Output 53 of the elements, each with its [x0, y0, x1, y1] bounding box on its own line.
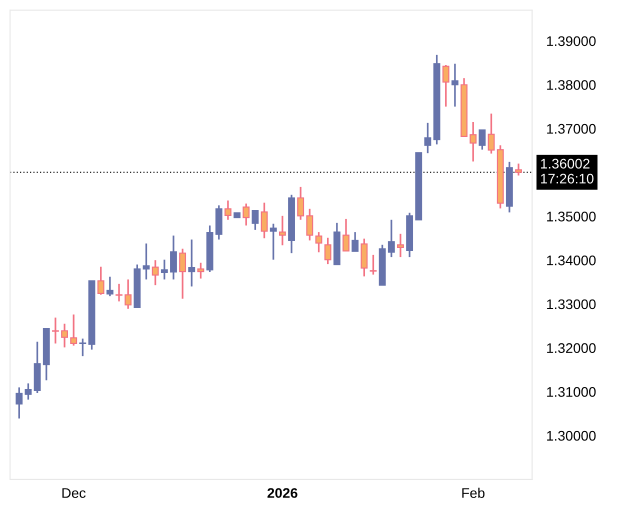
x-tick-label: Feb [462, 488, 484, 498]
y-tick-label: 1.31000 [547, 387, 596, 397]
y-tick-label: 1.32000 [547, 343, 596, 354]
candlestick [424, 122, 432, 154]
candlestick [260, 202, 268, 240]
ref-line-label: 1.36002 [541, 158, 590, 169]
candlestick [24, 382, 32, 400]
candlestick [324, 236, 332, 265]
candlestick [188, 238, 196, 288]
candlestick [397, 233, 404, 258]
candlestick [179, 248, 186, 300]
candlestick [16, 386, 23, 420]
y-tick-label: 1.39000 [547, 36, 596, 46]
candlestick [197, 262, 204, 280]
y-tick-label: 1.35000 [547, 212, 596, 222]
candlestick [297, 186, 304, 221]
candlestick [478, 129, 486, 150]
candlestick [106, 276, 114, 297]
y-tick-label: 1.30000 [547, 430, 596, 441]
candlestick [160, 258, 168, 280]
candlestick [152, 259, 159, 286]
candlestick [52, 316, 59, 344]
candlestick [142, 242, 150, 280]
candlestick [388, 218, 395, 258]
candlestick [116, 282, 122, 302]
candlestick [224, 200, 232, 221]
candlestick [342, 218, 350, 252]
x-tick-label: Dec [62, 488, 86, 498]
candlestick [70, 314, 78, 346]
y-tick-label: 1.34000 [547, 255, 596, 266]
candlestick [79, 338, 86, 358]
candlestick [442, 64, 450, 108]
candlestick [370, 254, 377, 276]
y-tick-label: 1.38000 [547, 80, 596, 90]
candlestick [97, 266, 104, 296]
candlestick [515, 162, 522, 176]
y-tick-label: 1.37000 [547, 124, 596, 134]
candlestick [315, 231, 322, 254]
candlestick [306, 208, 314, 242]
candlestick [470, 121, 477, 162]
candlestick [242, 202, 250, 226]
text: 17:26:10 [541, 174, 594, 184]
y-tick-label: 1.33000 [547, 299, 596, 310]
candlestick [61, 322, 68, 348]
candlestick [252, 210, 259, 231]
candlestick [278, 215, 286, 246]
candlestick [170, 234, 177, 280]
candlestick [488, 112, 495, 154]
x-tick-label: 2026 [267, 488, 298, 498]
candlestick [270, 222, 277, 261]
candlestick [452, 62, 458, 108]
candlestick [124, 278, 132, 310]
candlestick [352, 231, 359, 252]
